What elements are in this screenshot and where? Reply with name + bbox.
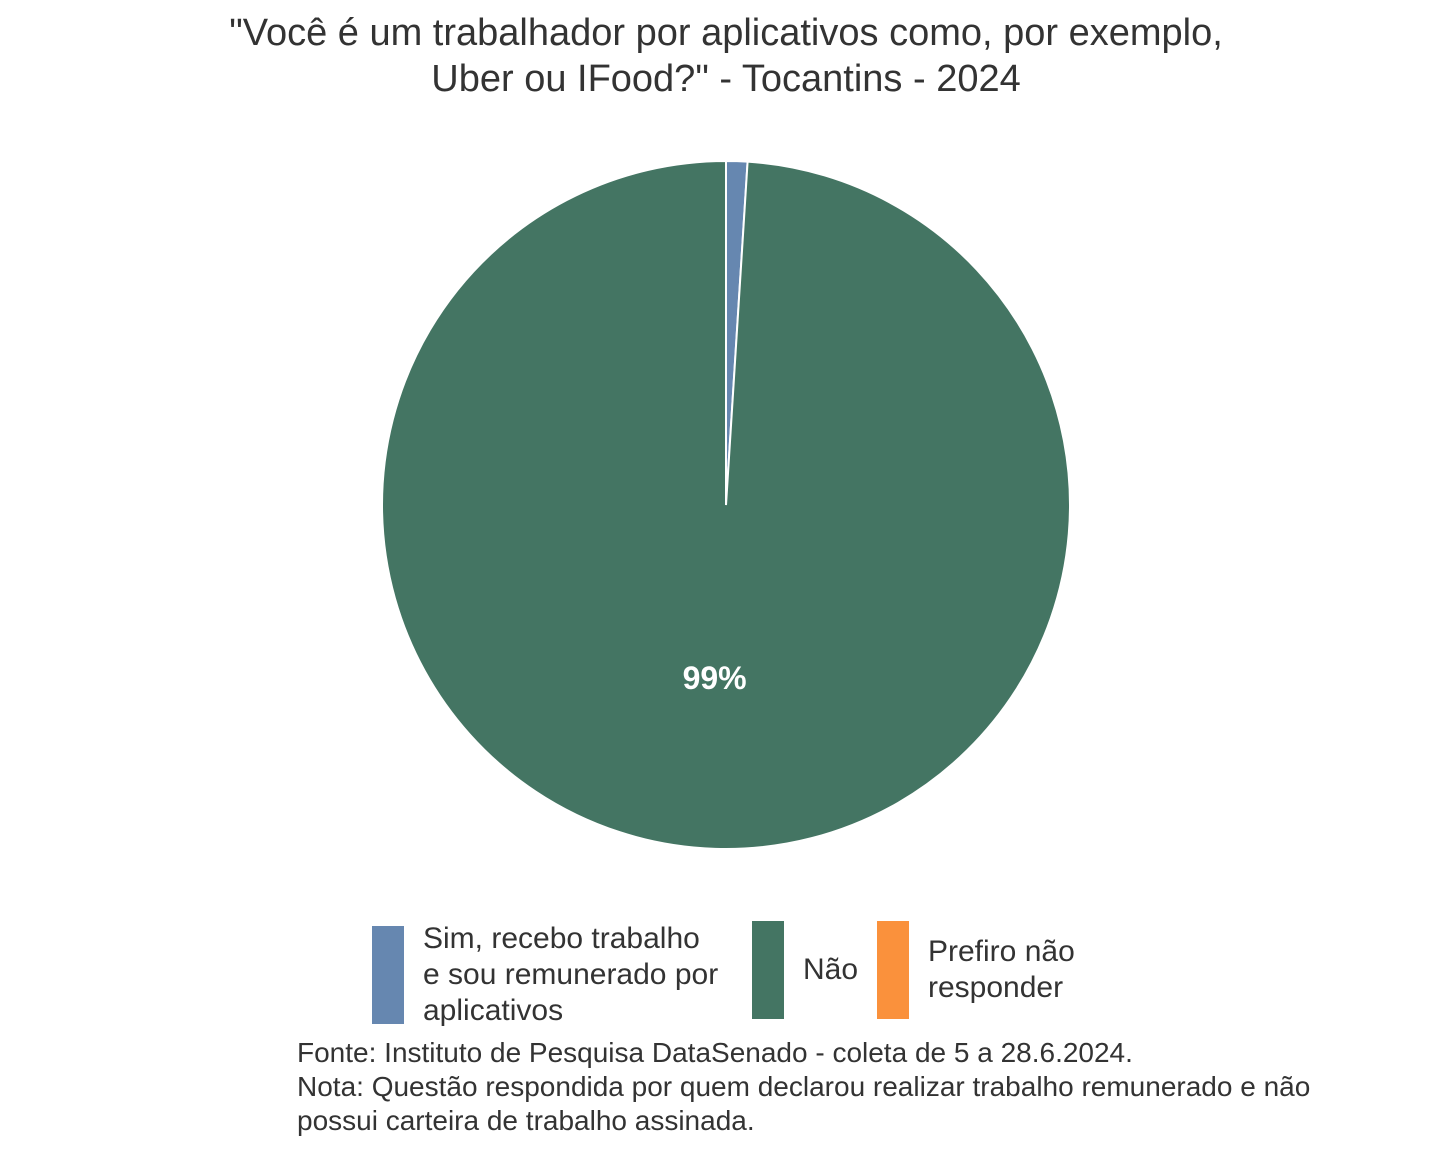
data-label-1: 99% bbox=[683, 660, 747, 696]
caption: Fonte: Instituto de Pesquisa DataSenado … bbox=[297, 1036, 1310, 1138]
caption-note-cont: possui carteira de trabalho assinada. bbox=[297, 1105, 755, 1136]
legend-key-nao bbox=[752, 921, 784, 1019]
pie-slice-1 bbox=[381, 159, 1071, 850]
legend-item-sim: Sim, recebo trabalho e sou remunerado po… bbox=[372, 921, 718, 1029]
legend-item-prefiro: Prefiro não responder bbox=[877, 921, 1075, 1019]
legend-label-nao: Não bbox=[803, 953, 859, 986]
legend-key-prefiro bbox=[877, 921, 909, 1019]
title-line: "Você é um trabalhador por aplicativos c… bbox=[229, 12, 1223, 54]
chart-title: "Você é um trabalhador por aplicativos c… bbox=[0, 10, 1440, 102]
legend-label-sim: Sim, recebo trabalho e sou remunerado po… bbox=[423, 922, 719, 1027]
legend-label-prefiro: Prefiro não responder bbox=[928, 935, 1075, 1004]
pie-chart: 99% bbox=[381, 159, 1071, 850]
caption-source: Fonte: Instituto de Pesquisa DataSenado … bbox=[297, 1037, 1133, 1068]
legend-key-sim bbox=[372, 926, 404, 1024]
caption-note: Nota: Questão respondida por quem declar… bbox=[297, 1071, 1311, 1102]
title-line: Uber ou IFood?" - Tocantins - 2024 bbox=[431, 58, 1021, 100]
legend-item-nao: Não bbox=[752, 921, 858, 1019]
